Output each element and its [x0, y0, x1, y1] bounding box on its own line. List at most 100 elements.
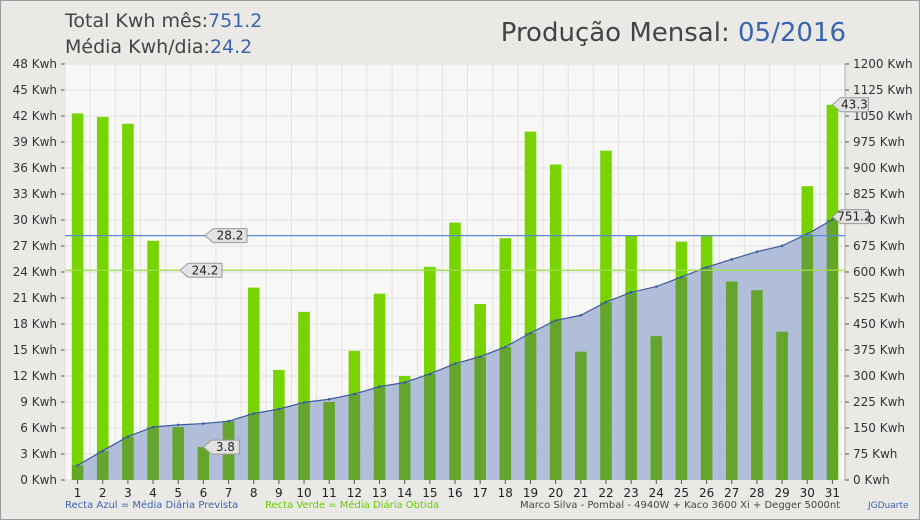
bar-overlap	[398, 382, 411, 480]
x-tick-label: 26	[699, 486, 714, 500]
reference-callout-box	[179, 262, 223, 278]
bar-overlap	[776, 331, 788, 480]
x-tick-label: 30	[800, 486, 815, 500]
y-left-tick-label: 33 Kwh	[13, 187, 57, 201]
x-tick-label: 28	[749, 486, 764, 500]
bar-overlap	[675, 277, 688, 480]
y-right-tick-label: 450 Kwh	[853, 317, 905, 331]
avg-kwh-label: Média Kwh/dia:	[65, 36, 210, 58]
cumulative-point	[805, 232, 809, 236]
bar-overlap	[524, 333, 537, 480]
cumulative-point	[101, 449, 105, 453]
bar-overlap	[549, 320, 562, 480]
bar-overlap	[700, 267, 713, 480]
x-tick-label: 16	[447, 486, 462, 500]
cumulative-point	[202, 422, 205, 425]
x-tick-label: 23	[623, 486, 638, 500]
x-tick-label: 20	[548, 486, 563, 500]
x-tick-label: 27	[724, 486, 739, 500]
y-left-tick-label: 36 Kwh	[13, 161, 57, 175]
cumulative-point	[654, 285, 658, 288]
x-tick-label: 1	[74, 486, 82, 500]
x-tick-label: 11	[322, 486, 337, 500]
y-left-tick-label: 3 Kwh	[20, 447, 57, 461]
min-bar-callout-label: 3.8	[216, 440, 235, 454]
bar	[524, 131, 537, 480]
bar-overlap	[373, 386, 386, 480]
cumulative-point	[277, 407, 281, 411]
cumulative-point	[76, 464, 79, 467]
bar-overlap	[801, 234, 814, 480]
last-bar-callout-box	[831, 97, 869, 113]
cumulative-point	[831, 218, 834, 221]
signature: JGDuarte	[868, 501, 909, 511]
y-right-tick-label: 975 Kwh	[853, 135, 905, 149]
x-tick-label: 6	[200, 486, 208, 500]
y-right-tick-label: 300 Kwh	[853, 369, 905, 383]
cumulative-point	[227, 419, 230, 423]
y-right-tick-label: 1200 Kwh	[853, 57, 913, 71]
x-tick-label: 12	[347, 486, 362, 500]
last-bar-callout-label: 43.3	[841, 98, 868, 112]
x-tick-label: 5	[174, 486, 182, 500]
cumulative-point	[554, 319, 557, 322]
bar-overlap	[247, 413, 260, 480]
y-right-tick-label: 600 Kwh	[853, 265, 905, 279]
cumulative-point	[705, 265, 708, 269]
y-left-tick-label: 21 Kwh	[13, 291, 57, 305]
cumulative-point	[604, 300, 608, 304]
total-kwh-value: 751.2	[208, 10, 263, 32]
bar-overlap	[96, 450, 109, 480]
y-left-tick-label: 27 Kwh	[13, 239, 57, 253]
avg-kwh-value: 24.2	[209, 36, 253, 58]
bar-overlap	[625, 292, 637, 480]
cumulative-point	[403, 381, 406, 384]
credit-text: Marco Silva - Pombal - 4940W + Kaco 3600…	[520, 500, 841, 511]
cumulative-point	[529, 331, 532, 335]
bar-overlap	[323, 402, 335, 480]
x-tick-label: 19	[523, 486, 538, 500]
total-callout-label: 751.2	[837, 210, 871, 224]
y-right-tick-label: 675 Kwh	[853, 239, 905, 253]
total-kwh-stat: Total Kwh mês:751.2	[65, 10, 262, 32]
y-left-tick-label: 0 Kwh	[20, 473, 57, 487]
cumulative-point	[151, 425, 155, 429]
x-tick-label: 25	[674, 486, 689, 500]
bar-overlap	[147, 426, 159, 480]
bar-overlap	[499, 346, 512, 480]
reference-callout-box	[204, 228, 248, 244]
bar-overlap	[197, 447, 210, 480]
cumulative-point	[478, 355, 482, 358]
bar-overlap	[298, 402, 310, 480]
x-tick-label: 7	[225, 486, 233, 500]
bar-overlap	[600, 302, 612, 480]
y-left-tick-label: 39 Kwh	[13, 135, 57, 149]
cumulative-point	[176, 423, 180, 427]
min-bar-callout-box	[202, 439, 240, 455]
cumulative-point	[252, 412, 256, 415]
cumulative-point	[579, 313, 583, 317]
cumulative-point	[428, 372, 432, 376]
x-tick-label: 14	[397, 486, 412, 500]
cumulative-point	[378, 385, 381, 388]
bar-overlap	[449, 363, 461, 480]
bar-overlap	[424, 373, 436, 480]
y-left-tick-label: 48 Kwh	[13, 57, 57, 71]
bar	[96, 116, 109, 480]
bar-overlap	[751, 290, 763, 480]
x-tick-label: 4	[149, 486, 157, 500]
bar-overlap	[725, 281, 738, 480]
cumulative-point	[780, 244, 784, 248]
cumulative-point	[302, 401, 306, 404]
y-left-tick-label: 45 Kwh	[13, 83, 57, 97]
x-tick-label: 21	[573, 486, 588, 500]
y-right-tick-label: 825 Kwh	[853, 187, 905, 201]
x-tick-label: 3	[124, 486, 132, 500]
chart-title: Produção Mensal: 05/2016	[501, 18, 846, 48]
bar-overlap	[172, 427, 185, 480]
legend-obtained: Recta Verde = Média Diária Obtida	[265, 500, 440, 511]
x-tick-label: 8	[250, 486, 258, 500]
cumulative-point	[453, 362, 457, 365]
total-callout-box	[831, 209, 869, 225]
total-kwh-label: Total Kwh mês:	[65, 10, 208, 32]
